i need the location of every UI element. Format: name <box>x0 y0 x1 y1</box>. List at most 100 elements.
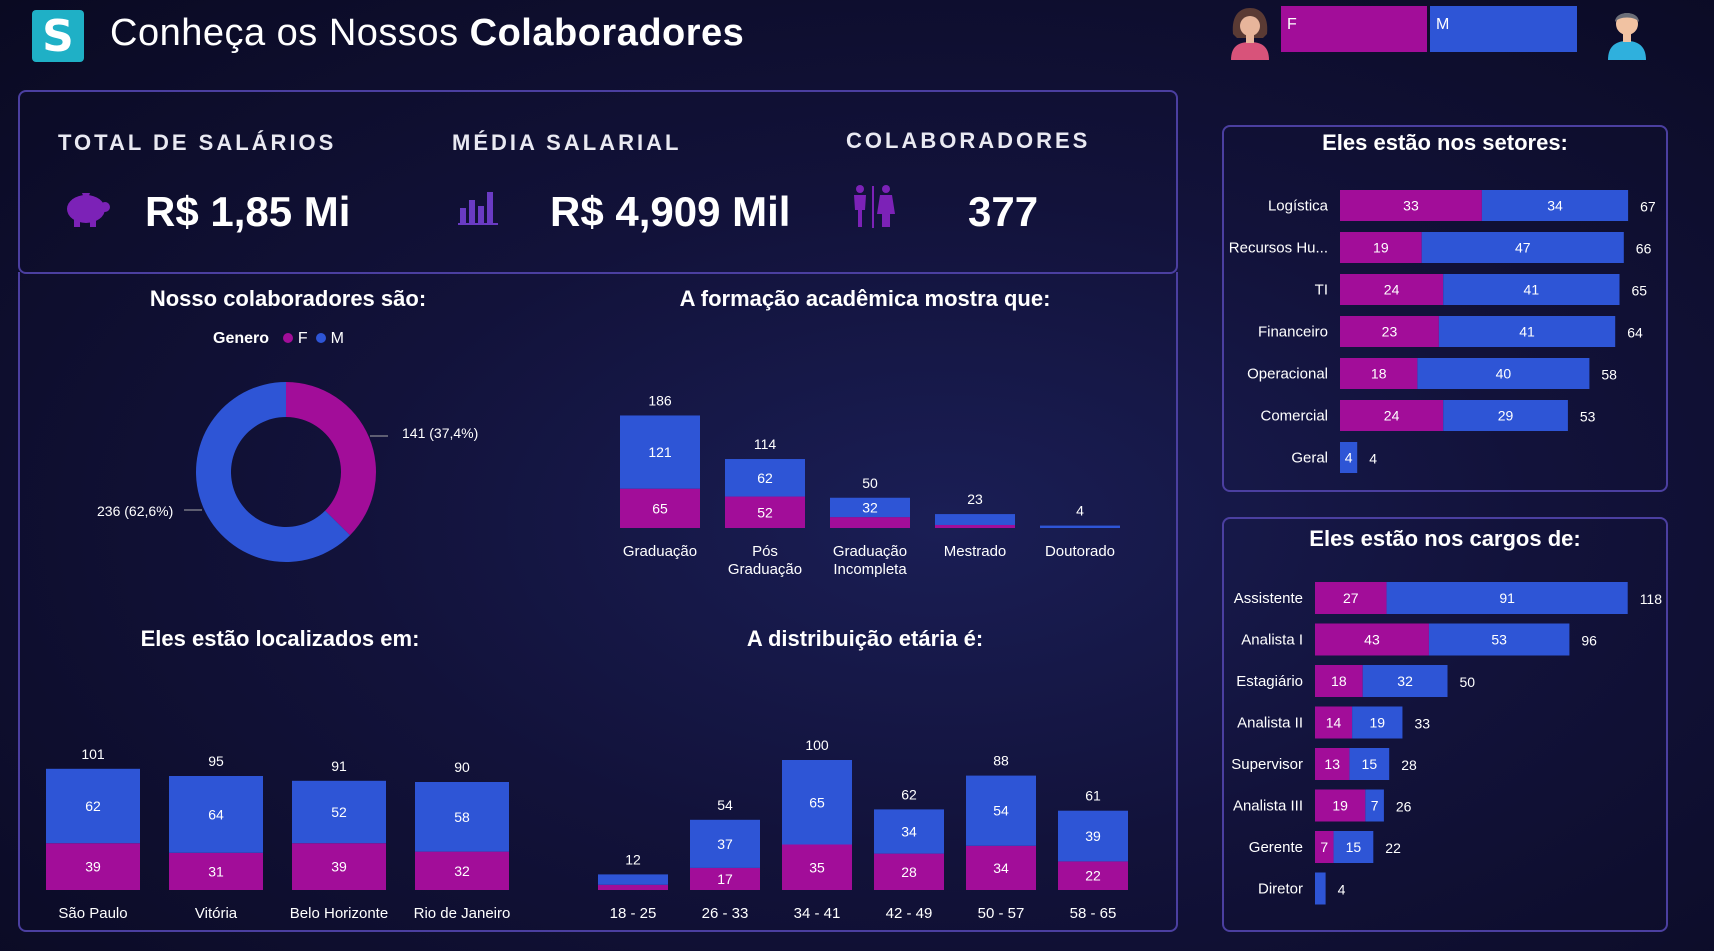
category-label: Analista I <box>1241 632 1303 649</box>
bar-segment-female[interactable] <box>1315 748 1350 780</box>
bar-segment-male[interactable] <box>1386 582 1628 614</box>
bar-segment-label-male: 64 <box>208 806 224 822</box>
bar-segment-female[interactable] <box>1315 623 1429 656</box>
bar-total-label: 118 <box>1640 591 1663 607</box>
donut-slice-male[interactable] <box>196 382 351 562</box>
bar-segment-male[interactable] <box>690 819 760 868</box>
bar-segment-male[interactable] <box>782 760 852 845</box>
category-label: Logística <box>1268 198 1329 215</box>
bar-segment-male[interactable] <box>1443 400 1568 431</box>
bar-segment-female[interactable] <box>598 884 668 890</box>
bar-segment-female[interactable] <box>782 844 852 891</box>
bar-segment-male[interactable] <box>1417 358 1590 389</box>
bar-segment-male[interactable] <box>1421 232 1624 263</box>
bar-segment-label-male: 15 <box>1346 839 1362 855</box>
bar-segment-male[interactable] <box>415 782 509 852</box>
category-label: Financeiro <box>1258 324 1328 341</box>
bar-segment-female[interactable] <box>1315 665 1363 697</box>
bar-segment-female[interactable] <box>1315 789 1366 822</box>
donut-slice-female[interactable] <box>286 382 376 536</box>
bar-segment-female[interactable] <box>1058 861 1128 890</box>
role-panel <box>1222 517 1668 932</box>
bar-total-label: 33 <box>1414 716 1430 732</box>
bar-segment-male[interactable] <box>1352 706 1403 739</box>
bar-segment-label-female: 19 <box>1373 240 1389 256</box>
bar-total-label: 12 <box>625 851 641 867</box>
bar-segment-female[interactable] <box>830 517 910 528</box>
bar-segment-male[interactable] <box>169 776 263 853</box>
bar-segment-label-male: 53 <box>1491 632 1507 648</box>
bar-segment-female[interactable] <box>1340 316 1439 347</box>
bar-segment-female[interactable] <box>169 852 263 890</box>
bar-segment-female[interactable] <box>874 853 944 890</box>
category-label: 42 - 49 <box>886 905 933 922</box>
bar-segment-female[interactable] <box>1315 831 1334 863</box>
bar-segment-male[interactable] <box>1058 810 1128 862</box>
bar-segment-female[interactable] <box>935 524 1015 528</box>
bar-segment-female[interactable] <box>1315 582 1387 614</box>
bar-segment-label-female: 35 <box>809 859 825 875</box>
bar-segment-male[interactable] <box>1349 748 1390 780</box>
bar-segment-male[interactable] <box>966 775 1036 846</box>
kpi-label-employees: COLABORADORES <box>846 128 1091 153</box>
bar-segment-female[interactable] <box>1340 274 1444 305</box>
page-title: Conheça os Nossos Colaboradores <box>110 12 745 54</box>
bar-segment-female[interactable] <box>1340 232 1422 263</box>
kpi-value-total-salaries: R$ 1,85 Mi <box>145 188 351 235</box>
bar-segment-female[interactable] <box>1315 706 1353 739</box>
bar-segment-male[interactable] <box>874 809 944 854</box>
gender-donut-chart[interactable] <box>88 370 508 570</box>
bar-segment-female[interactable] <box>620 488 700 528</box>
donut-label-male: 236 (62,6%) <box>97 503 174 519</box>
bar-total-label: 50 <box>1460 674 1476 690</box>
bar-segment-label-male: 15 <box>1362 756 1378 772</box>
bar-segment-male[interactable] <box>1428 623 1570 656</box>
bar-segment-female[interactable] <box>415 851 509 890</box>
slicer-female-button[interactable]: F <box>1281 6 1427 52</box>
bar-segment-label-female: 39 <box>85 859 101 875</box>
bar-segment-female[interactable] <box>292 843 386 890</box>
bar-segment-male[interactable] <box>1040 525 1120 528</box>
bar-segment-male[interactable] <box>1315 872 1326 905</box>
bar-segment-male[interactable] <box>46 768 140 844</box>
bar-segment-male[interactable] <box>1481 190 1629 221</box>
bar-segment-female[interactable] <box>1340 400 1444 431</box>
bar-total-label: 26 <box>1396 799 1412 815</box>
bar-segment-female[interactable] <box>690 867 760 890</box>
bar-segment-female[interactable] <box>725 496 805 528</box>
bar-segment-male[interactable] <box>1443 274 1620 305</box>
bar-segment-female[interactable] <box>1340 358 1418 389</box>
bar-total-label: 65 <box>1632 283 1648 299</box>
bar-segment-male[interactable] <box>830 497 910 518</box>
bar-segment-male[interactable] <box>620 415 700 489</box>
bar-segment-male[interactable] <box>1333 831 1374 863</box>
bar-segment-male[interactable] <box>1362 665 1448 697</box>
gender-legend: Genero F M <box>213 330 344 348</box>
bar-segment-label-female: 31 <box>208 863 224 879</box>
category-label: 26 - 33 <box>702 905 749 922</box>
bar-segment-male[interactable] <box>1340 442 1358 473</box>
bar-segment-male[interactable] <box>1365 789 1384 822</box>
bar-segment-label-female: 24 <box>1384 408 1400 424</box>
bar-total-label: 4 <box>1369 451 1377 467</box>
bar-total-label: 91 <box>331 758 347 774</box>
bar-segment-female[interactable] <box>46 843 140 890</box>
bar-segment-male[interactable] <box>598 874 668 885</box>
bar-segment-label-male: 19 <box>1369 715 1385 731</box>
bar-segment-male[interactable] <box>935 514 1015 525</box>
bar-segment-male[interactable] <box>292 780 386 844</box>
bar-segment-label-female: 14 <box>1326 715 1342 731</box>
bar-segment-label-female: 33 <box>1403 198 1419 214</box>
bar-total-label: 22 <box>1385 840 1401 856</box>
bar-total-label: 67 <box>1640 199 1656 215</box>
bar-segment-label-male: 47 <box>1515 240 1531 256</box>
category-label: São Paulo <box>58 905 127 922</box>
bar-segment-label-female: 34 <box>993 860 1009 876</box>
bar-segment-male[interactable] <box>725 459 805 497</box>
bar-segment-label-male: 40 <box>1496 366 1512 382</box>
role-title: Eles estão nos cargos de: <box>1309 526 1581 551</box>
bar-segment-male[interactable] <box>1438 316 1616 347</box>
bar-segment-female[interactable] <box>1340 190 1482 221</box>
bar-segment-female[interactable] <box>966 845 1036 890</box>
slicer-male-button[interactable]: M <box>1430 6 1577 52</box>
